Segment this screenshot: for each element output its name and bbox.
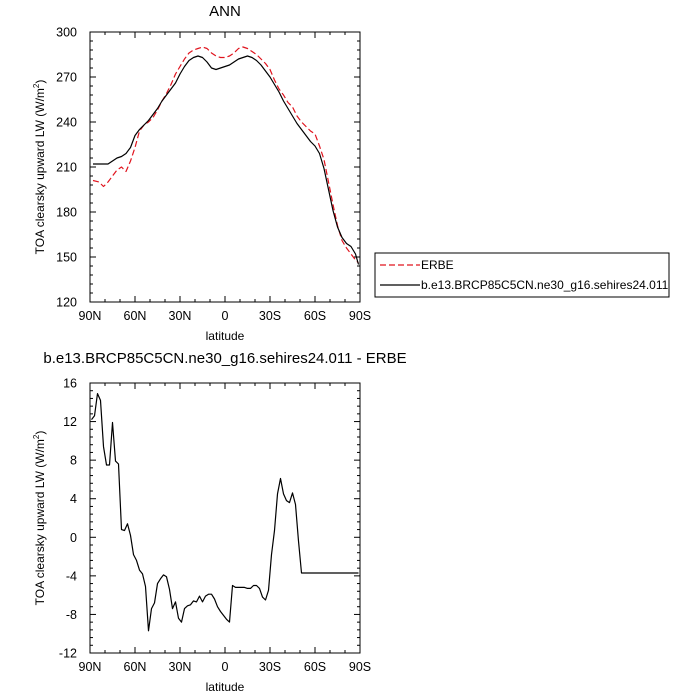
y-tick-label: 12 <box>63 415 77 429</box>
x-tick-label: 60N <box>124 660 147 674</box>
y-tick-label: 210 <box>56 161 77 175</box>
y-axis-label: TOA clearsky upward LW (W/m2) <box>32 431 47 606</box>
legend: ERBE b.e13.BRCP85C5CN.ne30_g16.sehires24.… <box>374 252 670 298</box>
y-tick-label: 8 <box>70 454 77 468</box>
x-axis-label: latitude <box>206 329 245 343</box>
x-tick-label: 90S <box>349 309 371 323</box>
legend-box <box>374 252 670 298</box>
legend-entry-label: b.e13.BRCP85C5CN.ne30_g16.sehires24.011 <box>421 278 669 292</box>
series-line-model <box>91 393 359 632</box>
x-tick-label: 90S <box>349 660 371 674</box>
y-tick-label: 0 <box>70 531 77 545</box>
y-axis-label: TOA clearsky upward LW (W/m2) <box>32 80 47 255</box>
legend-entry-label: ERBE <box>421 258 454 272</box>
y-tick-label: 180 <box>56 206 77 220</box>
x-axis-label: latitude <box>206 680 245 694</box>
y-tick-label: -12 <box>59 647 77 661</box>
plot-frame <box>89 382 361 654</box>
x-tick-label: 60N <box>124 309 147 323</box>
x-tick-label: 60S <box>304 309 326 323</box>
y-tick-label: 150 <box>56 251 77 265</box>
y-tick-label: 300 <box>56 26 77 40</box>
x-tick-label: 30S <box>259 660 281 674</box>
y-tick-label: -8 <box>66 608 77 622</box>
x-tick-label: 0 <box>222 309 229 323</box>
y-tick-label: 4 <box>70 492 77 506</box>
x-tick-label: 60S <box>304 660 326 674</box>
y-tick-label: 240 <box>56 116 77 130</box>
x-tick-label: 30N <box>169 660 192 674</box>
y-tick-label: 120 <box>56 296 77 310</box>
x-tick-label: 90N <box>79 309 102 323</box>
series-line-model <box>93 55 360 265</box>
y-tick-label: 270 <box>56 71 77 85</box>
y-tick-label: 16 <box>63 377 77 391</box>
x-tick-label: 90N <box>79 660 102 674</box>
series-line-erbe <box>92 46 359 264</box>
x-tick-label: 30S <box>259 309 281 323</box>
x-tick-label: 0 <box>222 660 229 674</box>
chart-title: b.e13.BRCP85C5CN.ne30_g16.sehires24.011 … <box>43 350 406 367</box>
plot-frame <box>89 31 361 303</box>
y-tick-label: -4 <box>66 569 77 583</box>
chart-panel-1: ANN 90N 60N 30N 0 30S 60S 90S 120 150 180 210 240 270… <box>32 3 670 343</box>
chart-panel-2: b.e13.BRCP85C5CN.ne30_g16.sehires24.011 … <box>32 350 407 694</box>
chart-title: ANN <box>209 3 241 20</box>
x-tick-label: 30N <box>169 309 192 323</box>
